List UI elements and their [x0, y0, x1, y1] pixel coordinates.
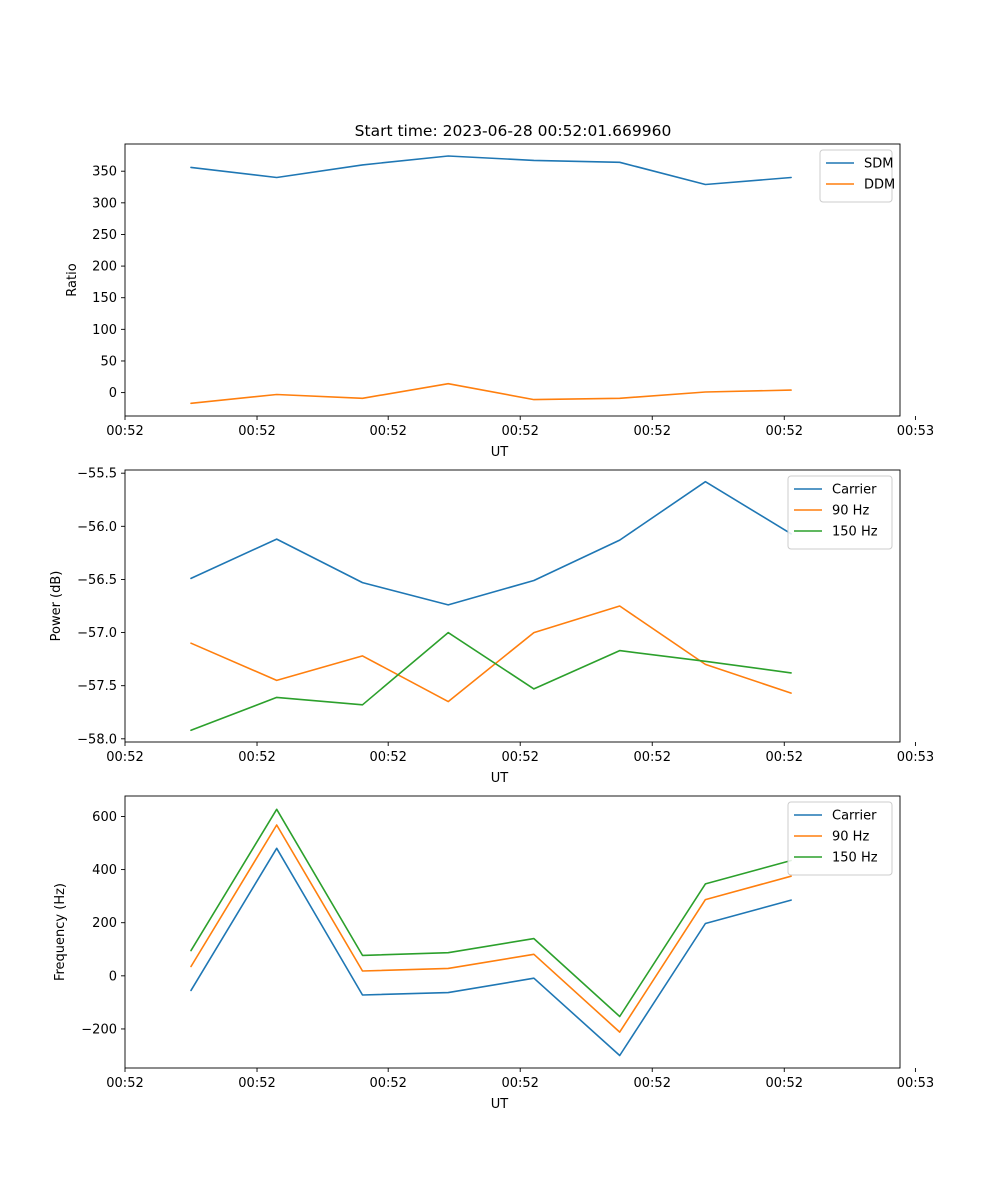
y-axis-label: Frequency (Hz): [53, 883, 68, 981]
series-line-90-hz: [190, 824, 792, 1033]
y-tick-label: −55.5: [77, 467, 117, 482]
x-tick-label: 00:52: [766, 424, 803, 439]
legend-label: Carrier: [832, 809, 877, 824]
series-line-sdm: [190, 155, 792, 186]
x-tick-label: 00:52: [766, 1076, 803, 1091]
y-tick-label: 200: [92, 916, 117, 931]
legend-label: SDM: [864, 157, 893, 172]
x-tick-label: 00:52: [106, 1076, 143, 1091]
x-tick-label: 00:52: [369, 1076, 406, 1091]
x-tick-label: 00:52: [238, 1076, 275, 1091]
chart-panel-2: 00:52 00:52 00:52 00:52 00:52 00:52 00:53 UT −58…: [49, 467, 934, 786]
y-axis-label: Power (dB): [49, 571, 64, 642]
x-tick-label: 00:53: [897, 750, 934, 765]
x-tick-label: 00:52: [501, 424, 538, 439]
y-axis: 0 50 100 150 200 250 300 350: [92, 165, 125, 401]
series-line-carrier: [190, 480, 792, 606]
x-tick-label: 00:52: [634, 750, 671, 765]
y-tick-label: 300: [92, 196, 117, 211]
x-tick-label: 00:52: [501, 1076, 538, 1091]
y-tick-label: 350: [92, 165, 117, 180]
x-axis-label: UT: [491, 445, 509, 460]
y-tick-label: −57.0: [77, 626, 117, 641]
legend-label: 90 Hz: [832, 830, 869, 845]
y-tick-label: −57.5: [77, 679, 117, 694]
x-tick-label: 00:52: [369, 424, 406, 439]
x-tick-label: 00:52: [634, 1076, 671, 1091]
series-line-150-hz: [190, 631, 792, 732]
y-tick-label: 0: [109, 969, 117, 984]
y-tick-label: 600: [92, 810, 117, 825]
y-tick-label: 200: [92, 260, 117, 275]
y-tick-label: 0: [109, 386, 117, 401]
series-line-150-hz: [190, 808, 792, 1018]
y-tick-label: −58.0: [77, 732, 117, 747]
chart-panel-1: 00:52 00:52 00:52 00:52 00:52 00:52 00:53 UT 0 50…: [65, 143, 934, 460]
x-tick-label: 00:52: [106, 750, 143, 765]
x-tick-label: 00:52: [501, 750, 538, 765]
y-tick-label: 100: [92, 323, 117, 338]
x-axis-label: UT: [491, 771, 509, 786]
y-axis-label: Ratio: [65, 263, 80, 296]
axes-frame: [124, 795, 901, 1069]
x-tick-label: 00:52: [634, 424, 671, 439]
series-line-90-hz: [190, 605, 792, 703]
legend-label: DDM: [864, 178, 895, 193]
x-tick-label: 00:52: [238, 424, 275, 439]
y-tick-label: −200: [81, 1022, 117, 1037]
figure-title: Start time: 2023-06-28 00:52:01.669960: [355, 122, 672, 140]
axes-frame: [124, 469, 901, 743]
y-tick-label: 50: [100, 354, 117, 369]
x-axis: 00:52 00:52 00:52 00:52 00:52 00:52 00:53: [106, 416, 934, 439]
x-tick-label: 00:53: [897, 1076, 934, 1091]
y-tick-label: 400: [92, 863, 117, 878]
x-tick-label: 00:52: [106, 424, 143, 439]
x-tick-label: 00:52: [369, 750, 406, 765]
x-tick-label: 00:53: [897, 424, 934, 439]
y-axis: −58.0 −57.5 −57.0 −56.5 −56.0 −55.5: [77, 467, 125, 747]
legend: SDM DDM: [819, 149, 895, 203]
legend-label: 90 Hz: [832, 504, 869, 519]
y-tick-label: 150: [92, 291, 117, 306]
x-axis: 00:52 00:52 00:52 00:52 00:52 00:52 00:53: [106, 742, 934, 765]
legend-label: Carrier: [832, 483, 877, 498]
x-axis: 00:52 00:52 00:52 00:52 00:52 00:52 00:53: [106, 1068, 934, 1091]
x-axis-label: UT: [491, 1097, 509, 1112]
y-tick-label: 250: [92, 228, 117, 243]
y-axis: −200 0 200 400 600: [81, 810, 125, 1037]
axes-frame: [124, 143, 901, 417]
chart-panel-3: 00:52 00:52 00:52 00:52 00:52 00:52 00:53 UT −20…: [53, 795, 934, 1112]
x-tick-label: 00:52: [766, 750, 803, 765]
series-line-carrier: [190, 847, 792, 1057]
legend-label: 150 Hz: [832, 851, 878, 866]
legend: Carrier 90 Hz 150 Hz: [787, 475, 893, 550]
legend-label: 150 Hz: [832, 525, 878, 540]
series-lines: [190, 155, 792, 405]
series-lines: [190, 808, 792, 1057]
y-tick-label: −56.5: [77, 573, 117, 588]
legend: Carrier 90 Hz 150 Hz: [787, 801, 893, 876]
y-tick-label: −56.0: [77, 520, 117, 535]
x-tick-label: 00:52: [238, 750, 275, 765]
series-line-ddm: [190, 382, 792, 405]
series-lines: [190, 480, 792, 732]
